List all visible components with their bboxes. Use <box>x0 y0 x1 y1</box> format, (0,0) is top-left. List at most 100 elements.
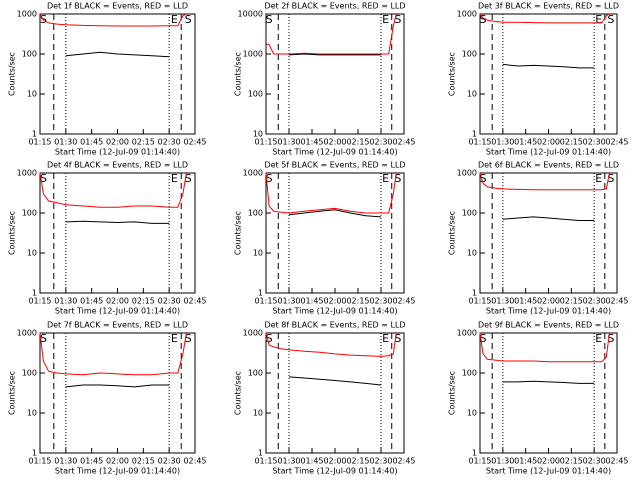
y-tick-label: 100 <box>22 209 37 218</box>
marker-label: S <box>185 172 192 185</box>
y-tick-label: 10 <box>253 409 263 418</box>
x-tick-label: 01:15 <box>468 138 491 147</box>
x-axis-label: Start Time (12-Jul-09 01:14:40) <box>272 148 397 157</box>
series-line <box>265 172 397 214</box>
plot-frame <box>265 332 405 454</box>
x-tick-label: 02:45 <box>392 138 415 147</box>
series-line <box>65 220 170 224</box>
marker-label: E <box>382 172 389 185</box>
x-tick-label: 01:15 <box>254 297 277 306</box>
x-tick-label: 01:15 <box>28 457 51 466</box>
y-tick-label: 1000 <box>17 10 37 19</box>
y-axis-label: Counts/sec <box>448 371 457 415</box>
series-line <box>65 384 170 388</box>
x-tick-label: 01:45 <box>300 457 323 466</box>
x-tick-label: 02:30 <box>369 457 392 466</box>
plot-frame <box>39 13 196 135</box>
plot-frame <box>479 13 618 135</box>
x-tick-label: 02:00 <box>106 297 129 306</box>
x-tick-label: 01:45 <box>514 297 537 306</box>
y-tick-label: 1000 <box>457 10 477 19</box>
x-axis-label: Start Time (12-Jul-09 01:14:40) <box>486 307 611 316</box>
x-tick-label: 01:15 <box>254 138 277 147</box>
marker-label: S <box>40 332 47 345</box>
marker-label: E <box>595 332 602 345</box>
marker-label: S <box>607 332 614 345</box>
x-tick-label: 02:30 <box>158 138 181 147</box>
y-tick-label: 1 <box>258 449 263 458</box>
marker-label: S <box>40 172 47 185</box>
series-line <box>39 13 187 27</box>
series-line <box>502 63 595 69</box>
marker-label: S <box>480 13 487 26</box>
x-tick-label: 02:45 <box>183 297 206 306</box>
marker-label: E <box>595 172 602 185</box>
y-tick-label: 100 <box>22 369 37 378</box>
series-line <box>265 13 397 55</box>
x-axis-label: Start Time (12-Jul-09 01:14:40) <box>55 467 180 476</box>
series-line <box>39 332 187 376</box>
marker-label: S <box>480 332 487 345</box>
y-tick-label: 10 <box>27 409 37 418</box>
y-tick-label: 1000 <box>243 50 263 59</box>
marker-label: S <box>480 172 487 185</box>
x-tick-label: 01:45 <box>300 297 323 306</box>
series-line <box>479 332 610 363</box>
x-tick-label: 01:30 <box>54 457 77 466</box>
x-tick-label: 02:45 <box>605 297 628 306</box>
y-tick-label: 10 <box>467 90 477 99</box>
y-axis-label: Counts/sec <box>8 371 17 415</box>
y-tick-label: 100 <box>248 90 263 99</box>
y-tick-label: 100 <box>22 50 37 59</box>
x-tick-label: 01:30 <box>491 297 514 306</box>
x-axis-label: Start Time (12-Jul-09 01:14:40) <box>486 467 611 476</box>
series-line <box>39 172 187 208</box>
x-tick-label: 02:15 <box>346 297 369 306</box>
x-tick-label: 01:45 <box>514 138 537 147</box>
marker-label: E <box>382 13 389 26</box>
marker-label: E <box>171 13 178 26</box>
marker-label: E <box>595 13 602 26</box>
chart-title: Det 8f BLACK = Events, RED = LLD <box>264 321 405 330</box>
x-tick-label: 01:15 <box>28 297 51 306</box>
x-tick-label: 02:15 <box>346 138 369 147</box>
y-tick-label: 1 <box>32 130 37 139</box>
y-axis-label: Counts/sec <box>8 52 17 96</box>
x-tick-label: 02:00 <box>537 297 560 306</box>
plot-frame <box>265 172 405 294</box>
x-tick-label: 01:45 <box>80 297 103 306</box>
x-axis-label: Start Time (12-Jul-09 01:14:40) <box>486 148 611 157</box>
series-line <box>502 380 595 384</box>
plot-frame <box>39 172 196 294</box>
series-line <box>479 13 610 24</box>
y-axis-label: Counts/sec <box>448 211 457 255</box>
x-tick-label: 02:30 <box>583 457 606 466</box>
y-axis-label: Counts/sec <box>234 211 243 255</box>
y-axis-label: Counts/sec <box>234 371 243 415</box>
marker-label: S <box>394 332 401 345</box>
y-tick-label: 1 <box>32 289 37 298</box>
x-tick-label: 02:45 <box>183 457 206 466</box>
x-tick-label: 02:15 <box>132 297 155 306</box>
x-tick-label: 02:00 <box>537 457 560 466</box>
marker-label: E <box>171 332 178 345</box>
x-tick-label: 01:30 <box>491 457 514 466</box>
x-tick-label: 02:15 <box>346 457 369 466</box>
x-tick-label: 02:00 <box>537 138 560 147</box>
x-tick-label: 01:30 <box>54 297 77 306</box>
y-tick-label: 100 <box>248 369 263 378</box>
x-tick-label: 01:30 <box>277 297 300 306</box>
y-tick-label: 1000 <box>17 329 37 338</box>
x-tick-label: 02:30 <box>369 297 392 306</box>
y-tick-label: 1 <box>472 449 477 458</box>
marker-label: S <box>607 13 614 26</box>
x-tick-label: 02:45 <box>605 457 628 466</box>
y-tick-label: 1 <box>472 289 477 298</box>
y-axis-label: Counts/sec <box>448 52 457 96</box>
x-tick-label: 02:15 <box>560 138 583 147</box>
marker-label: S <box>185 332 192 345</box>
y-tick-label: 1000 <box>457 169 477 178</box>
x-tick-label: 01:30 <box>277 138 300 147</box>
x-tick-label: 01:15 <box>28 138 51 147</box>
plot-frame <box>479 332 618 454</box>
